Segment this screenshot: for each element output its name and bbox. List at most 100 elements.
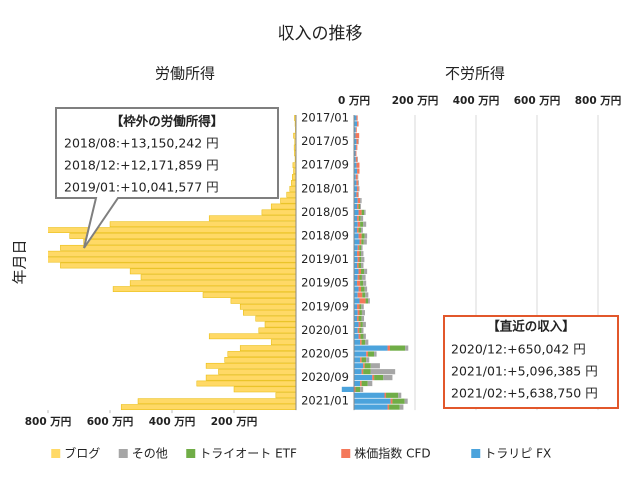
bar <box>60 262 297 269</box>
bar-segment <box>356 162 360 168</box>
bar <box>129 268 297 275</box>
bar-segment <box>372 375 375 381</box>
bar-segment <box>365 292 369 298</box>
bar-segment <box>354 115 357 121</box>
bar-segment <box>389 345 406 351</box>
x-tick-label: 800 万円 <box>25 416 72 428</box>
label-bg <box>299 276 351 291</box>
x-tick-label: 600 万円 <box>87 416 134 428</box>
bar-segment <box>357 274 360 280</box>
bar-segment <box>358 333 361 339</box>
bar <box>255 315 297 322</box>
x-tick-label: 800 万円 <box>575 95 622 107</box>
bar-segment <box>354 121 358 127</box>
y-tick-label: 2018/01 <box>301 181 349 195</box>
bar-segment <box>357 280 361 286</box>
bar-segment <box>359 251 362 257</box>
y-tick-label: 2019/05 <box>301 276 349 290</box>
bar-segment <box>357 156 358 162</box>
bar-segment <box>360 203 362 210</box>
bar-segment <box>361 227 363 233</box>
bar-segment <box>355 150 357 156</box>
bar-segment <box>354 162 357 168</box>
bar-segment <box>357 257 360 263</box>
legend-swatch <box>471 449 481 458</box>
bar-segment <box>360 380 362 387</box>
bar-segment <box>357 304 360 310</box>
bar-segment <box>354 298 360 304</box>
bar <box>60 244 297 251</box>
bar-segment <box>354 180 357 186</box>
bar-segment <box>359 239 362 245</box>
y-tick-label: 2017/01 <box>301 111 349 125</box>
bar <box>202 292 297 298</box>
bar-segment <box>360 280 364 286</box>
bar <box>270 339 297 346</box>
bar-segment <box>356 139 359 145</box>
bar-segment <box>355 174 358 180</box>
bar-segment <box>357 292 363 298</box>
note-line: 2020/12:+650,042 円 <box>451 342 586 357</box>
bar-segment <box>364 209 366 215</box>
bar-segment <box>358 203 361 210</box>
bar-segment <box>357 198 361 204</box>
bar-segment <box>354 280 358 286</box>
y-tick-label: 2019/09 <box>301 299 349 313</box>
bar-segment <box>354 257 358 263</box>
y-tick-label: 2020/05 <box>301 347 349 361</box>
bar-segment <box>357 227 359 233</box>
bar-segment <box>355 127 357 133</box>
bar-segment <box>356 144 358 151</box>
bar-segment <box>354 198 358 204</box>
bar-segment <box>362 321 366 328</box>
bar <box>292 174 297 180</box>
bar-segment <box>370 363 380 369</box>
label-bg <box>299 158 351 173</box>
bar-segment <box>359 304 362 310</box>
bar-segment <box>358 209 362 215</box>
label-bg <box>299 181 351 196</box>
bar-segment <box>355 156 358 162</box>
bar-segment <box>405 345 409 351</box>
bar-segment <box>355 386 361 392</box>
bar-segment <box>357 121 359 127</box>
bar-segment <box>354 150 356 156</box>
bar-segment <box>374 375 384 381</box>
bar-segment <box>356 115 358 121</box>
bar-segment <box>361 239 364 245</box>
legend-swatch <box>186 449 196 458</box>
bar <box>208 333 297 340</box>
bar-segment <box>354 262 358 269</box>
y-tick-label: 2018/05 <box>301 205 349 219</box>
bar-segment <box>354 215 358 221</box>
x-tick-label: 400 万円 <box>149 416 196 428</box>
y-tick-label: 2019/01 <box>301 252 349 266</box>
y-tick-label: 2017/05 <box>301 134 349 148</box>
bar-segment <box>354 304 358 310</box>
bar-segment <box>366 357 370 363</box>
label-bg <box>299 370 351 385</box>
bar-segment <box>392 398 405 404</box>
bar-segment <box>361 262 364 269</box>
bar-segment <box>361 316 365 322</box>
bar-segment <box>361 245 363 251</box>
bar-segment <box>359 274 362 280</box>
y-axis-label: 年月日 <box>11 239 29 284</box>
bar-segment <box>360 198 362 204</box>
bar <box>205 362 297 369</box>
bar-segment <box>361 274 366 280</box>
bar-segment <box>361 257 365 263</box>
label-bg <box>299 134 351 149</box>
bar-segment <box>358 227 362 233</box>
bar-segment <box>361 369 364 375</box>
bar-segment <box>365 298 369 304</box>
bar-segment <box>354 168 358 174</box>
bar-segment <box>354 251 358 257</box>
x-tick-label: 0 万円 <box>338 95 370 107</box>
label-bg <box>299 323 351 338</box>
legend-label: トライオート ETF <box>199 447 297 461</box>
bar-segment <box>357 316 359 322</box>
bar <box>243 309 297 316</box>
bar <box>83 239 297 245</box>
bar <box>205 374 297 381</box>
